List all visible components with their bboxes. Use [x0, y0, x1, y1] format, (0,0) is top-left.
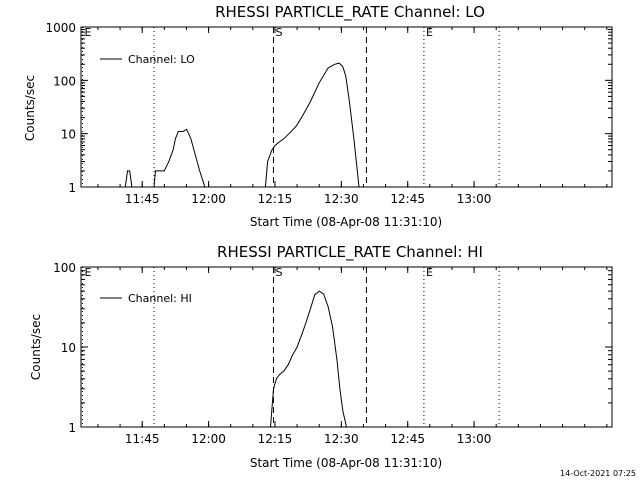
- y-axis-label-lo: Counts/sec: [23, 75, 37, 141]
- x-tick-label-lo-2: 12:15: [258, 192, 293, 206]
- x-tick-label-hi-0: 11:45: [125, 432, 160, 446]
- x-tick-label-lo-0: 11:45: [125, 192, 160, 206]
- plot-frame-hi: [80, 266, 613, 428]
- series-line-hi-0: [270, 290, 347, 428]
- x-axis-label-lo: Start Time (08-Apr-08 11:31:10): [250, 215, 442, 229]
- x-tick-label-lo-3: 12:30: [324, 192, 359, 206]
- marker-label-e-hi-4: E: [426, 266, 433, 279]
- plot-frame-lo: [80, 26, 613, 188]
- y-axis-label-hi: Counts/sec: [29, 314, 43, 380]
- y-tick-label-lo-2: 100: [53, 74, 76, 88]
- x-tick-label-lo-5: 13:00: [457, 192, 492, 206]
- x-tick-label-hi-5: 13:00: [457, 432, 492, 446]
- x-tick-label-hi-2: 12:15: [258, 432, 293, 446]
- x-tick-label-lo-4: 12:45: [390, 192, 425, 206]
- y-tick-label-hi-2: 100: [53, 261, 76, 275]
- legend-label-hi: Channel: HI: [128, 292, 192, 305]
- x-tick-label-hi-3: 12:30: [324, 432, 359, 446]
- x-tick-label-lo-1: 12:00: [191, 192, 226, 206]
- y-tick-label-lo-0: 1: [68, 181, 76, 195]
- y-tick-label-hi-1: 10: [61, 341, 76, 355]
- series-line-lo-0: [124, 62, 360, 188]
- legend-label-lo: Channel: LO: [128, 53, 195, 66]
- x-tick-label-hi-1: 12:00: [191, 432, 226, 446]
- y-tick-label-hi-0: 1: [68, 421, 76, 435]
- chart-title-hi: RHESSI PARTICLE_RATE Channel: HI: [217, 243, 483, 262]
- footer-timestamp: 14-Oct-2021 07:25: [560, 469, 636, 478]
- marker-label-e-lo-4: E: [426, 26, 433, 39]
- y-tick-label-lo-3: 1000: [45, 21, 76, 35]
- marker-label-e-hi-2: E: [84, 266, 91, 279]
- y-tick-label-lo-1: 10: [61, 128, 76, 142]
- chart-title-lo: RHESSI PARTICLE_RATE Channel: LO: [215, 3, 485, 22]
- x-axis-label-hi: Start Time (08-Apr-08 11:31:10): [250, 456, 442, 470]
- marker-label-s-hi-0: S: [275, 266, 282, 279]
- marker-label-s-lo-0: S: [275, 26, 282, 39]
- x-tick-label-hi-4: 12:45: [390, 432, 425, 446]
- marker-label-e-lo-2: E: [84, 26, 91, 39]
